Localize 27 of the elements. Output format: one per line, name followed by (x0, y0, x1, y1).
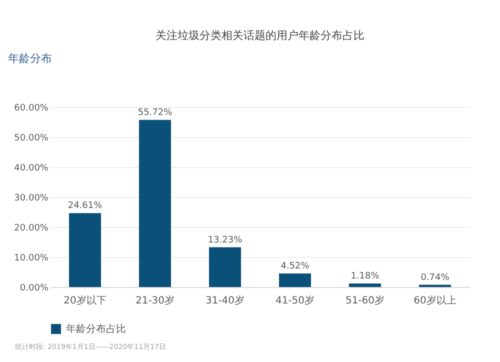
data-label: 24.61% (68, 201, 103, 212)
y-tick-label: 40.00% (14, 164, 49, 174)
data-label: 1.18% (350, 271, 380, 282)
y-tick-label: 10.00% (14, 254, 49, 264)
x-tick-label: 51-60岁 (345, 294, 385, 306)
x-tick-label: 21-30岁 (135, 294, 175, 306)
bar (209, 247, 241, 287)
y-tick-label: 30.00% (14, 194, 49, 204)
y-tick-label: 20.00% (14, 224, 49, 234)
data-label: 0.74% (420, 272, 450, 283)
legend-label: 年龄分布占比 (66, 323, 126, 335)
bar (279, 273, 311, 287)
x-tick-label: 60岁以上 (414, 294, 456, 306)
y-tick-label: 50.00% (14, 134, 49, 144)
x-tick-label: 41-50岁 (275, 294, 315, 306)
x-tick-label: 20岁以下 (64, 294, 106, 306)
x-tick-label: 31-40岁 (205, 294, 245, 306)
bar (69, 213, 101, 287)
data-label: 55.72% (138, 108, 173, 118)
y-tick-label: 60.00% (14, 104, 49, 114)
data-label: 4.52% (280, 261, 310, 272)
chart-subtitle: 关注垃圾分类相关话题的用户年龄分布占比 (156, 29, 364, 42)
chart-title: 年龄分布 (8, 52, 52, 65)
bar (139, 120, 171, 287)
y-tick-label: 0.00% (20, 284, 49, 294)
bar (349, 283, 381, 287)
data-label: 13.23% (208, 235, 243, 246)
